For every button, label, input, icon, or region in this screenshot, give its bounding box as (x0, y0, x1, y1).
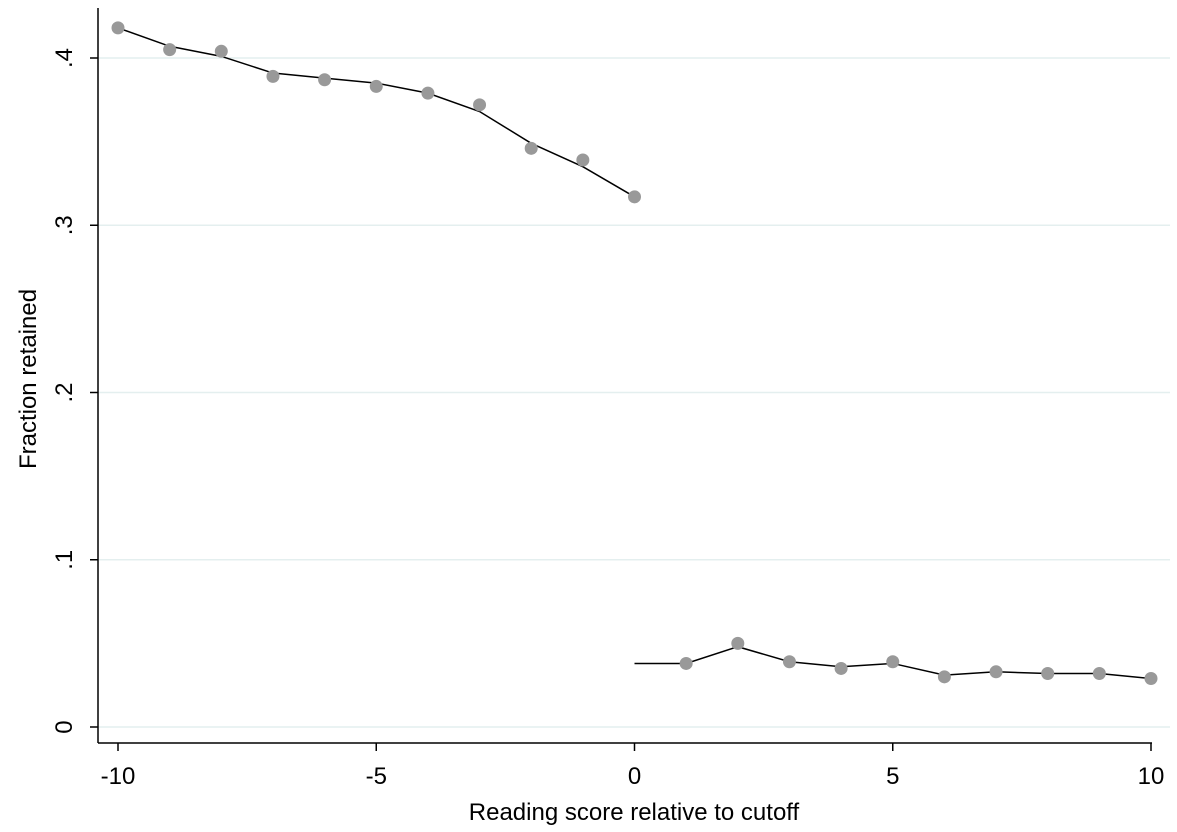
data-point-19 (1092, 666, 1106, 680)
x-tick-label-4: 10 (1138, 763, 1165, 790)
fit-line-0 (117, 27, 635, 198)
data-point-14 (834, 661, 848, 675)
data-point-8 (524, 141, 538, 155)
data-point-12 (731, 636, 745, 650)
data-point-18 (1041, 666, 1055, 680)
data-points (111, 21, 1158, 685)
axes: 0 .1 .2 .3 .4 -10 -5 0 5 10 (51, 8, 1164, 790)
data-point-15 (886, 655, 900, 669)
y-axis-title: Fraction retained (15, 289, 42, 469)
x-tick-label-0: -10 (101, 763, 136, 790)
data-point-2 (214, 44, 228, 58)
y-tick-label-3: .3 (51, 215, 78, 235)
data-point-10 (628, 190, 641, 204)
data-point-6 (421, 86, 435, 100)
data-point-1 (163, 43, 177, 57)
data-point-20 (1144, 671, 1158, 685)
data-point-7 (473, 98, 487, 112)
data-point-11 (679, 656, 693, 670)
fit-lines (117, 27, 1152, 680)
x-tick-label-1: -5 (366, 763, 387, 790)
y-tick-label-0: 0 (51, 720, 78, 733)
data-point-9 (576, 153, 590, 167)
y-tick-label-4: .4 (51, 48, 78, 68)
data-point-5 (369, 79, 383, 93)
x-axis-title: Reading score relative to cutoff (469, 799, 800, 826)
data-point-4 (318, 73, 332, 87)
x-tick-label-2: 0 (628, 763, 641, 790)
gridlines (98, 57, 1170, 728)
x-tick-label-3: 5 (886, 763, 899, 790)
y-tick-label-1: .1 (51, 550, 78, 570)
data-point-16 (937, 670, 951, 684)
data-point-3 (266, 69, 280, 83)
data-point-17 (989, 665, 1003, 679)
data-point-0 (111, 21, 125, 35)
data-point-13 (782, 655, 796, 669)
y-tick-label-2: .2 (51, 382, 78, 402)
